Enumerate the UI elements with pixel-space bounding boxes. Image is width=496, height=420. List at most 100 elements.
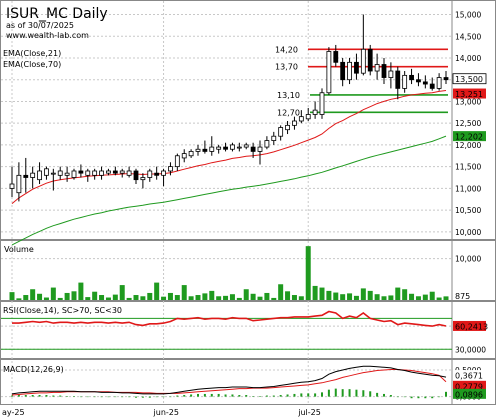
volume-bar (347, 293, 353, 300)
volume-bar (291, 295, 297, 300)
volume-bar (37, 293, 43, 300)
candle-body (168, 166, 173, 172)
candle (202, 140, 208, 154)
volume-bar (278, 284, 284, 300)
candle-body (71, 170, 77, 178)
volume-bar (188, 296, 194, 300)
price-tick-label: 14,500 (455, 32, 481, 41)
candle-body (243, 144, 249, 148)
ema70-series-line (11, 135, 447, 246)
volume-bar (415, 296, 421, 300)
volume-last-label: 875 (455, 292, 470, 301)
volume-bar (264, 292, 270, 300)
rsi-layer (1, 310, 452, 350)
candle (140, 173, 146, 189)
macd-histogram-bar (424, 396, 427, 399)
candle (340, 57, 346, 87)
candle-body (422, 81, 428, 85)
volume-bar (436, 297, 442, 300)
macd-histogram-bar (293, 393, 296, 397)
volume-bar (236, 297, 242, 300)
macd-histogram-bar (279, 395, 282, 397)
volume-bar (360, 288, 366, 300)
level-label: 13,70 (275, 63, 298, 72)
candle-body (174, 155, 180, 168)
candle-body (416, 79, 421, 83)
candle-body (388, 70, 394, 78)
volume-bar (167, 292, 173, 300)
macd-histogram-bar (11, 395, 13, 397)
candle (195, 144, 201, 156)
candle (436, 73, 442, 91)
candle-body (64, 172, 70, 176)
candle (133, 168, 139, 185)
candle-body (367, 48, 373, 72)
website-link: www.wealth-lab.com (6, 31, 89, 40)
candle (236, 142, 242, 152)
volume-bar (161, 296, 167, 300)
volume-bar (181, 285, 187, 300)
macd-histogram-bar (66, 396, 69, 397)
price-tick-label: 10,500 (455, 206, 481, 215)
macd-histogram-bar (100, 396, 103, 398)
candle (174, 153, 180, 171)
volume-bar (99, 295, 105, 300)
macd-histogram-bar (307, 393, 310, 397)
macd-histogram-bar (245, 395, 248, 397)
candle (285, 121, 290, 135)
price-layer: 14,20 13,70 13,10 12,70 (9, 14, 449, 246)
volume-bar (140, 296, 146, 300)
macd-histogram-bar (190, 394, 193, 397)
volume-bar (305, 246, 311, 300)
volume-bar (71, 291, 77, 300)
volume-bar (78, 282, 84, 300)
candle-body (78, 170, 84, 174)
candle-body (285, 124, 290, 131)
volume-bar (388, 295, 394, 300)
candle (381, 57, 387, 85)
volume-layer (9, 246, 449, 300)
candle (278, 125, 284, 141)
macd-histogram-bar (252, 396, 255, 397)
candle (271, 131, 277, 145)
macd-histogram-bar (79, 396, 82, 398)
level-label: 12,70 (277, 108, 300, 117)
macd-histogram-bar (176, 395, 179, 397)
volume-bar (64, 292, 70, 300)
volume-bar (285, 291, 291, 300)
candle (23, 157, 29, 193)
candle (188, 149, 194, 158)
candle-body (99, 170, 104, 176)
candle-body (85, 170, 91, 176)
macd-histogram-bar (93, 396, 96, 398)
candle-body (119, 170, 125, 174)
macd-histogram-bar (24, 395, 27, 397)
macd-histogram-bar (265, 395, 268, 397)
candle (292, 116, 297, 130)
macd-histogram-bar (341, 389, 344, 397)
candle-body (333, 51, 339, 63)
candle (347, 57, 352, 85)
volume-panel-title: Volume (4, 245, 34, 254)
candle (333, 44, 339, 67)
macd-histogram-bar (348, 389, 351, 397)
x-tick-label: jun-25 (153, 408, 179, 417)
candle-body (271, 135, 277, 141)
candle (216, 144, 222, 154)
macd-histogram-bar (162, 396, 165, 398)
macd-signal-value-label-bg (453, 380, 486, 391)
macd-histogram-bar (169, 396, 172, 398)
macd-histogram-bar (128, 396, 131, 398)
candle (30, 166, 36, 189)
macd-histogram-bar (321, 392, 323, 397)
candle (243, 142, 249, 150)
price-tick-label: 12,500 (455, 119, 481, 128)
candle (409, 68, 414, 85)
volume-bar (202, 293, 208, 300)
macd-histogram-bar (135, 396, 137, 398)
candle-body (436, 77, 442, 89)
macd-histogram-bar (238, 395, 241, 397)
ema21-value-label-bg (453, 88, 486, 99)
candle (147, 168, 153, 182)
